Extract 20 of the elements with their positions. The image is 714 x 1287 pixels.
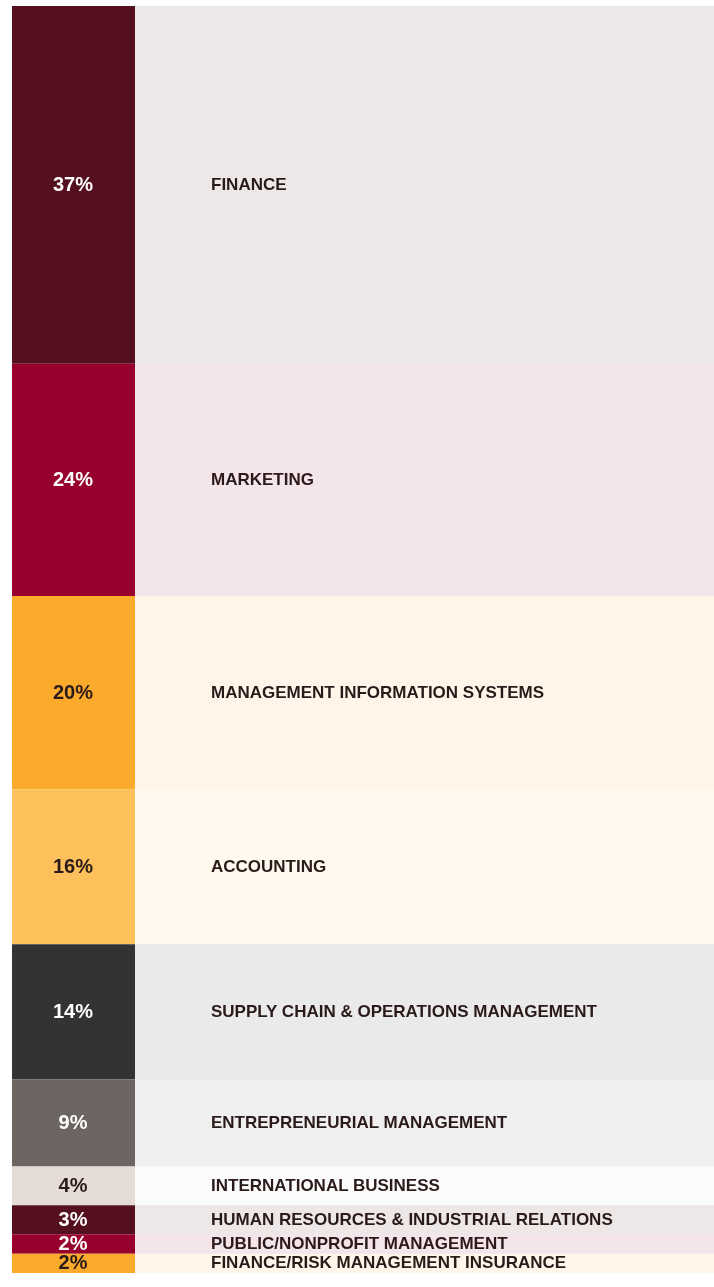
data-label: 14%	[52, 999, 94, 1022]
data-label: 20%	[52, 680, 94, 703]
data-label: 2%	[58, 1231, 88, 1254]
category-label: SUPPLY CHAIN & OPERATIONS MANAGEMENT	[211, 1001, 598, 1021]
category-label: FINANCE	[211, 174, 287, 194]
category-label: MANAGEMENT INFORMATION SYSTEMS	[211, 682, 545, 702]
category-label: HUMAN RESOURCES & INDUSTRIAL RELATIONS	[211, 1209, 613, 1229]
data-label: 3%	[58, 1207, 88, 1230]
category-label: PUBLIC/NONPROFIT MANAGEMENT	[211, 1233, 509, 1253]
data-label: 16%	[52, 854, 94, 877]
category-label: MARKETING	[211, 469, 314, 489]
data-label: 4%	[58, 1173, 88, 1196]
category-label: INTERNATIONAL BUSINESS	[211, 1175, 440, 1195]
data-label: 24%	[52, 467, 94, 490]
data-label: 37%	[52, 172, 94, 195]
category-label: ACCOUNTING	[211, 856, 327, 876]
category-label: ENTREPRENEURIAL MANAGEMENT	[211, 1113, 508, 1133]
data-label: 9%	[58, 1111, 88, 1134]
data-label: 2%	[58, 1251, 88, 1274]
category-label: FINANCE/RISK MANAGEMENT INSURANCE	[211, 1253, 567, 1273]
